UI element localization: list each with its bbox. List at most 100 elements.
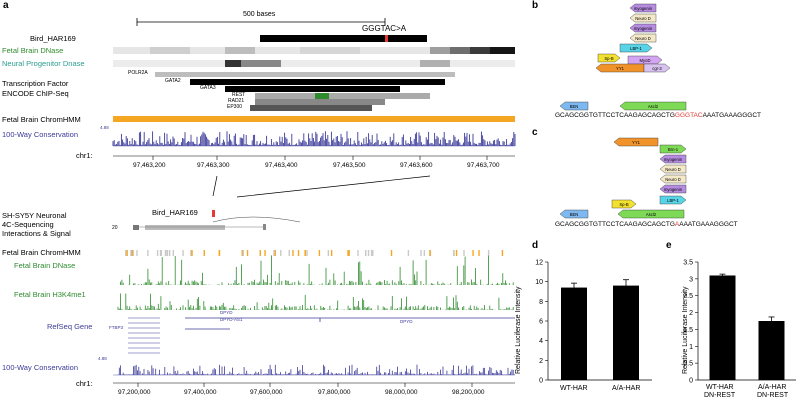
chromhmm-mark <box>390 250 393 256</box>
chromhmm-label-bottom: Fetal Brain ChromHMM <box>2 248 81 257</box>
motif-label: myogenin <box>664 187 683 192</box>
chromhmm-mark <box>318 250 321 256</box>
refseq-genes <box>128 317 515 354</box>
chromhmm-mark <box>203 250 205 256</box>
chromhmm-mark <box>131 250 133 256</box>
tf-name-polr2a: POLR2A <box>128 70 148 76</box>
sequence-c-highlight: A <box>674 221 680 228</box>
y-tick-label: 12 <box>535 260 543 267</box>
refseq-label: RefSeq Gene <box>47 322 93 331</box>
y-tick-label: 3.5 <box>683 260 693 267</box>
bar <box>758 321 785 380</box>
chromhmm-mark <box>429 250 431 256</box>
y-tick-label: 8 <box>539 299 543 306</box>
panel-letter-e: e <box>666 240 672 251</box>
motif-arrow <box>659 184 687 194</box>
tick-bot-3: 97,800,000 <box>318 389 351 396</box>
y-tick-label: 2.5 <box>683 293 693 300</box>
tick-top-0: 97,463,200 <box>133 162 166 169</box>
motif-label: Neuro D <box>665 177 681 182</box>
fetal-dnase-label: Fetal Brain DNase <box>2 46 64 55</box>
neural-dnase-strip <box>113 60 515 67</box>
tick-top-4: 97,463,600 <box>400 162 433 169</box>
motif-label: myogenin <box>634 26 653 31</box>
motif-arrow <box>643 63 671 73</box>
gene-dpyd-as1: DPYD-AS1 <box>220 317 243 322</box>
conservation-label-bottom: 100-Way Conservation <box>2 363 79 372</box>
chromhmm-mark <box>327 250 330 256</box>
cons-max-top: 4.88 <box>100 125 109 130</box>
motif-arrow <box>617 209 685 219</box>
chromhmm-mark <box>159 250 162 256</box>
conservation-label-top: 100-Way Conservation <box>2 130 79 139</box>
tick-bot-2: 97,600,000 <box>250 389 283 396</box>
y-tick-label: 0.5 <box>683 361 693 368</box>
chromhmm-mark <box>191 250 193 256</box>
tf-label-1: Transcription Factor <box>2 79 69 88</box>
chromhmm-mark <box>455 250 458 256</box>
chromhmm-mark <box>357 250 359 256</box>
tick-bot-4: 98,000,000 <box>385 389 418 396</box>
motif-label: YY1 <box>616 66 625 71</box>
chromhmm-mark <box>147 250 149 256</box>
motif-label: LBP-1 <box>667 198 679 203</box>
variant-marker <box>385 35 388 42</box>
bar <box>613 285 639 380</box>
fetal-dnase-track-bottom <box>117 255 515 285</box>
sequence-b-main: GCAGCGGTGTTCCTCAAGAGCAGCTG <box>555 112 675 119</box>
motif-label: Neuro D <box>665 167 681 172</box>
motif-label: Ascl2 <box>646 212 657 217</box>
chromhmm-mark <box>478 250 480 256</box>
bird-har-label: Bird_HAR169 <box>30 34 76 43</box>
chromhmm-mark <box>501 250 504 256</box>
chart-e-cat-0-line1: WT-HAR <box>706 384 734 391</box>
chromhmm-mark <box>423 250 426 256</box>
chromhmm-mark <box>190 250 192 256</box>
motif-arrow <box>629 13 657 23</box>
tick-bot-5: 98,200,000 <box>452 389 485 396</box>
chromhmm-mark <box>259 250 261 256</box>
chromhmm-mark <box>304 250 306 256</box>
chart-e: 0 0.5 1 1.5 2 2.5 3 3.5 <box>683 260 796 385</box>
sequence-b: GCAGCGGTGTTCCTCAAGAGCAGCTGGGGTACAAATGAAA… <box>555 112 761 120</box>
chromhmm-mark <box>172 250 174 256</box>
gene-dpyd-1: DPYD <box>220 310 233 315</box>
sh-label-3: Interactions & Signal <box>2 229 71 238</box>
chromhmm-mark <box>288 250 290 256</box>
tf-name-gata3: GATA3 <box>200 85 216 91</box>
tick-top-3: 97,463,500 <box>333 162 366 169</box>
motif-arrow <box>559 209 589 219</box>
chromhmm-mark <box>241 250 243 256</box>
sequence-c-tail: AAATGAAAGGGCT <box>679 221 738 228</box>
bar <box>561 287 587 380</box>
tf-name-gata2: GATA2 <box>165 78 181 84</box>
motif-label: Ascl2 <box>648 104 659 109</box>
tf-chip-bars <box>155 72 455 111</box>
motif-arrow <box>613 137 659 147</box>
tick-top-5: 97,463,700 <box>467 162 500 169</box>
motif-label: Sp-B <box>619 202 629 207</box>
tick-bot-0: 97,200,000 <box>118 389 151 396</box>
cons-max-bottom: 4.88 <box>98 356 107 361</box>
y-tick-label: 2 <box>539 358 543 365</box>
y-tick-label: 4 <box>539 338 543 345</box>
chromhmm-mark <box>367 250 370 256</box>
motif-diagram-c: YY1 Brn-1 myogenin Neuro D Neuro D myogenin LB… <box>559 137 687 219</box>
chromhmm-bar-top <box>113 116 515 122</box>
motif-label: myogenin <box>634 6 653 11</box>
motif-arrow <box>659 154 687 164</box>
chromhmm-mark <box>297 250 300 256</box>
motif-label: LBP-1 <box>630 46 642 51</box>
tf-label-2: ENCODE ChIP-Seq <box>2 89 69 98</box>
chart-e-ylabel: Relative Luciferase Intensity <box>682 286 689 374</box>
tick-bot-1: 97,400,000 <box>184 389 217 396</box>
bar <box>709 275 736 380</box>
chart-d-cat-1: A/A-HAR <box>612 385 641 392</box>
motif-label: MyoD <box>640 58 651 63</box>
chromhmm-mark <box>306 250 308 256</box>
chromhmm-mark <box>273 250 275 256</box>
motif-label: BEN <box>570 212 579 217</box>
motif-arrow <box>659 195 687 205</box>
conservation-track-top <box>112 131 516 146</box>
chart-e-cat-1-line1: A/A-HAR <box>758 384 787 391</box>
